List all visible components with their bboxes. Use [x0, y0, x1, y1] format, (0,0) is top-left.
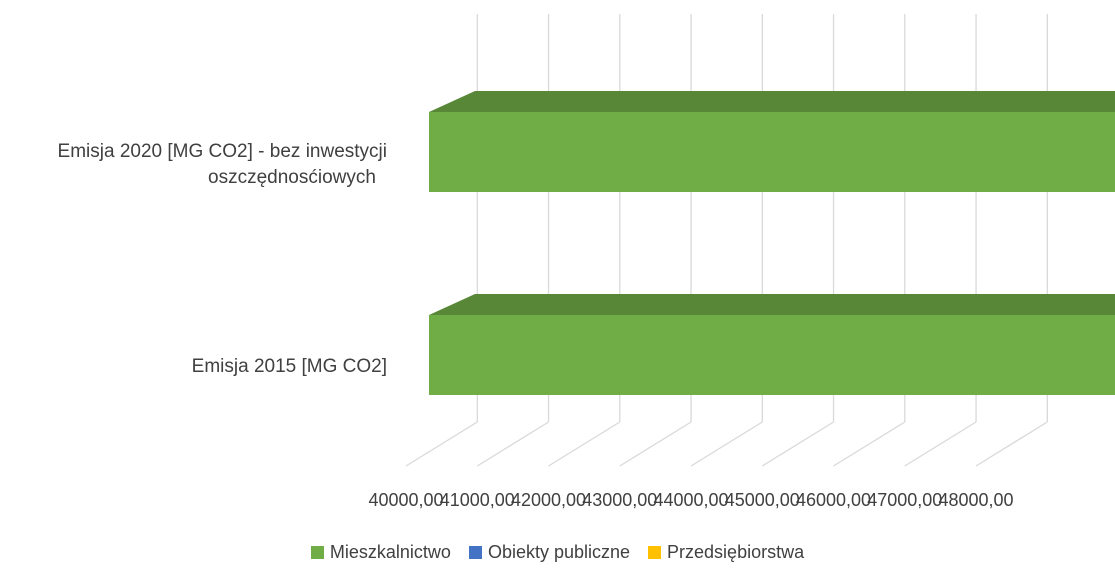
bar-top-face [429, 91, 1115, 112]
legend-label: Mieszkalnictwo [329, 541, 451, 562]
gridline-floor [405, 421, 478, 467]
legend-label: Przedsiębiorstwa [667, 541, 805, 562]
bars: 44343,132955,79244,0042936,772955,79234,… [429, 91, 1115, 395]
x-tick-label: 41000,00 [440, 490, 515, 510]
x-tick-label: 47000,00 [867, 490, 942, 510]
legend: Mieszkalnictwo Obiekty publiczne Przedsięb… [0, 540, 1115, 564]
gridline-floor [761, 421, 834, 467]
gridline-floor [833, 421, 906, 467]
category-label: Emisja 2015 [MG CO2] [192, 356, 387, 377]
category-label: Emisja 2020 [MG CO2] - bez inwestycji osz… [58, 141, 387, 188]
gridline-floor [476, 421, 549, 467]
legend-swatch [468, 545, 482, 559]
category-labels: Emisja 2020 [MG CO2] - bez inwestycji osz… [58, 141, 387, 377]
x-tick-label: 42000,00 [511, 490, 586, 510]
gridlines [405, 14, 1048, 467]
legend-item: Mieszkalnictwo [310, 541, 451, 563]
legend-label: Obiekty publiczne [487, 541, 631, 562]
x-tick-label: 43000,00 [582, 490, 657, 510]
legend-item: Przedsiębiorstwa [648, 542, 804, 563]
x-tick-label: 48000,00 [938, 490, 1013, 510]
gridline-floor [975, 421, 1048, 467]
legend-swatch [648, 545, 662, 559]
bar-segment [429, 112, 1115, 192]
x-axis-tick-labels: 40000,0041000,0042000,0043000,0044000,00… [368, 490, 1013, 510]
legend-item: Obiekty publiczne [468, 541, 631, 563]
legend-swatch [310, 545, 324, 559]
x-tick-label: 44000,00 [653, 490, 728, 510]
gridline-floor [690, 421, 763, 467]
gridline-floor [619, 421, 692, 467]
bar-segment [429, 315, 1115, 395]
gridline-floor [904, 421, 977, 467]
x-tick-label: 45000,00 [725, 490, 800, 510]
x-tick-label: 40000,00 [368, 490, 443, 510]
gridline-floor [548, 421, 621, 467]
bar-top-face [429, 294, 1115, 315]
x-tick-label: 46000,00 [796, 490, 871, 510]
